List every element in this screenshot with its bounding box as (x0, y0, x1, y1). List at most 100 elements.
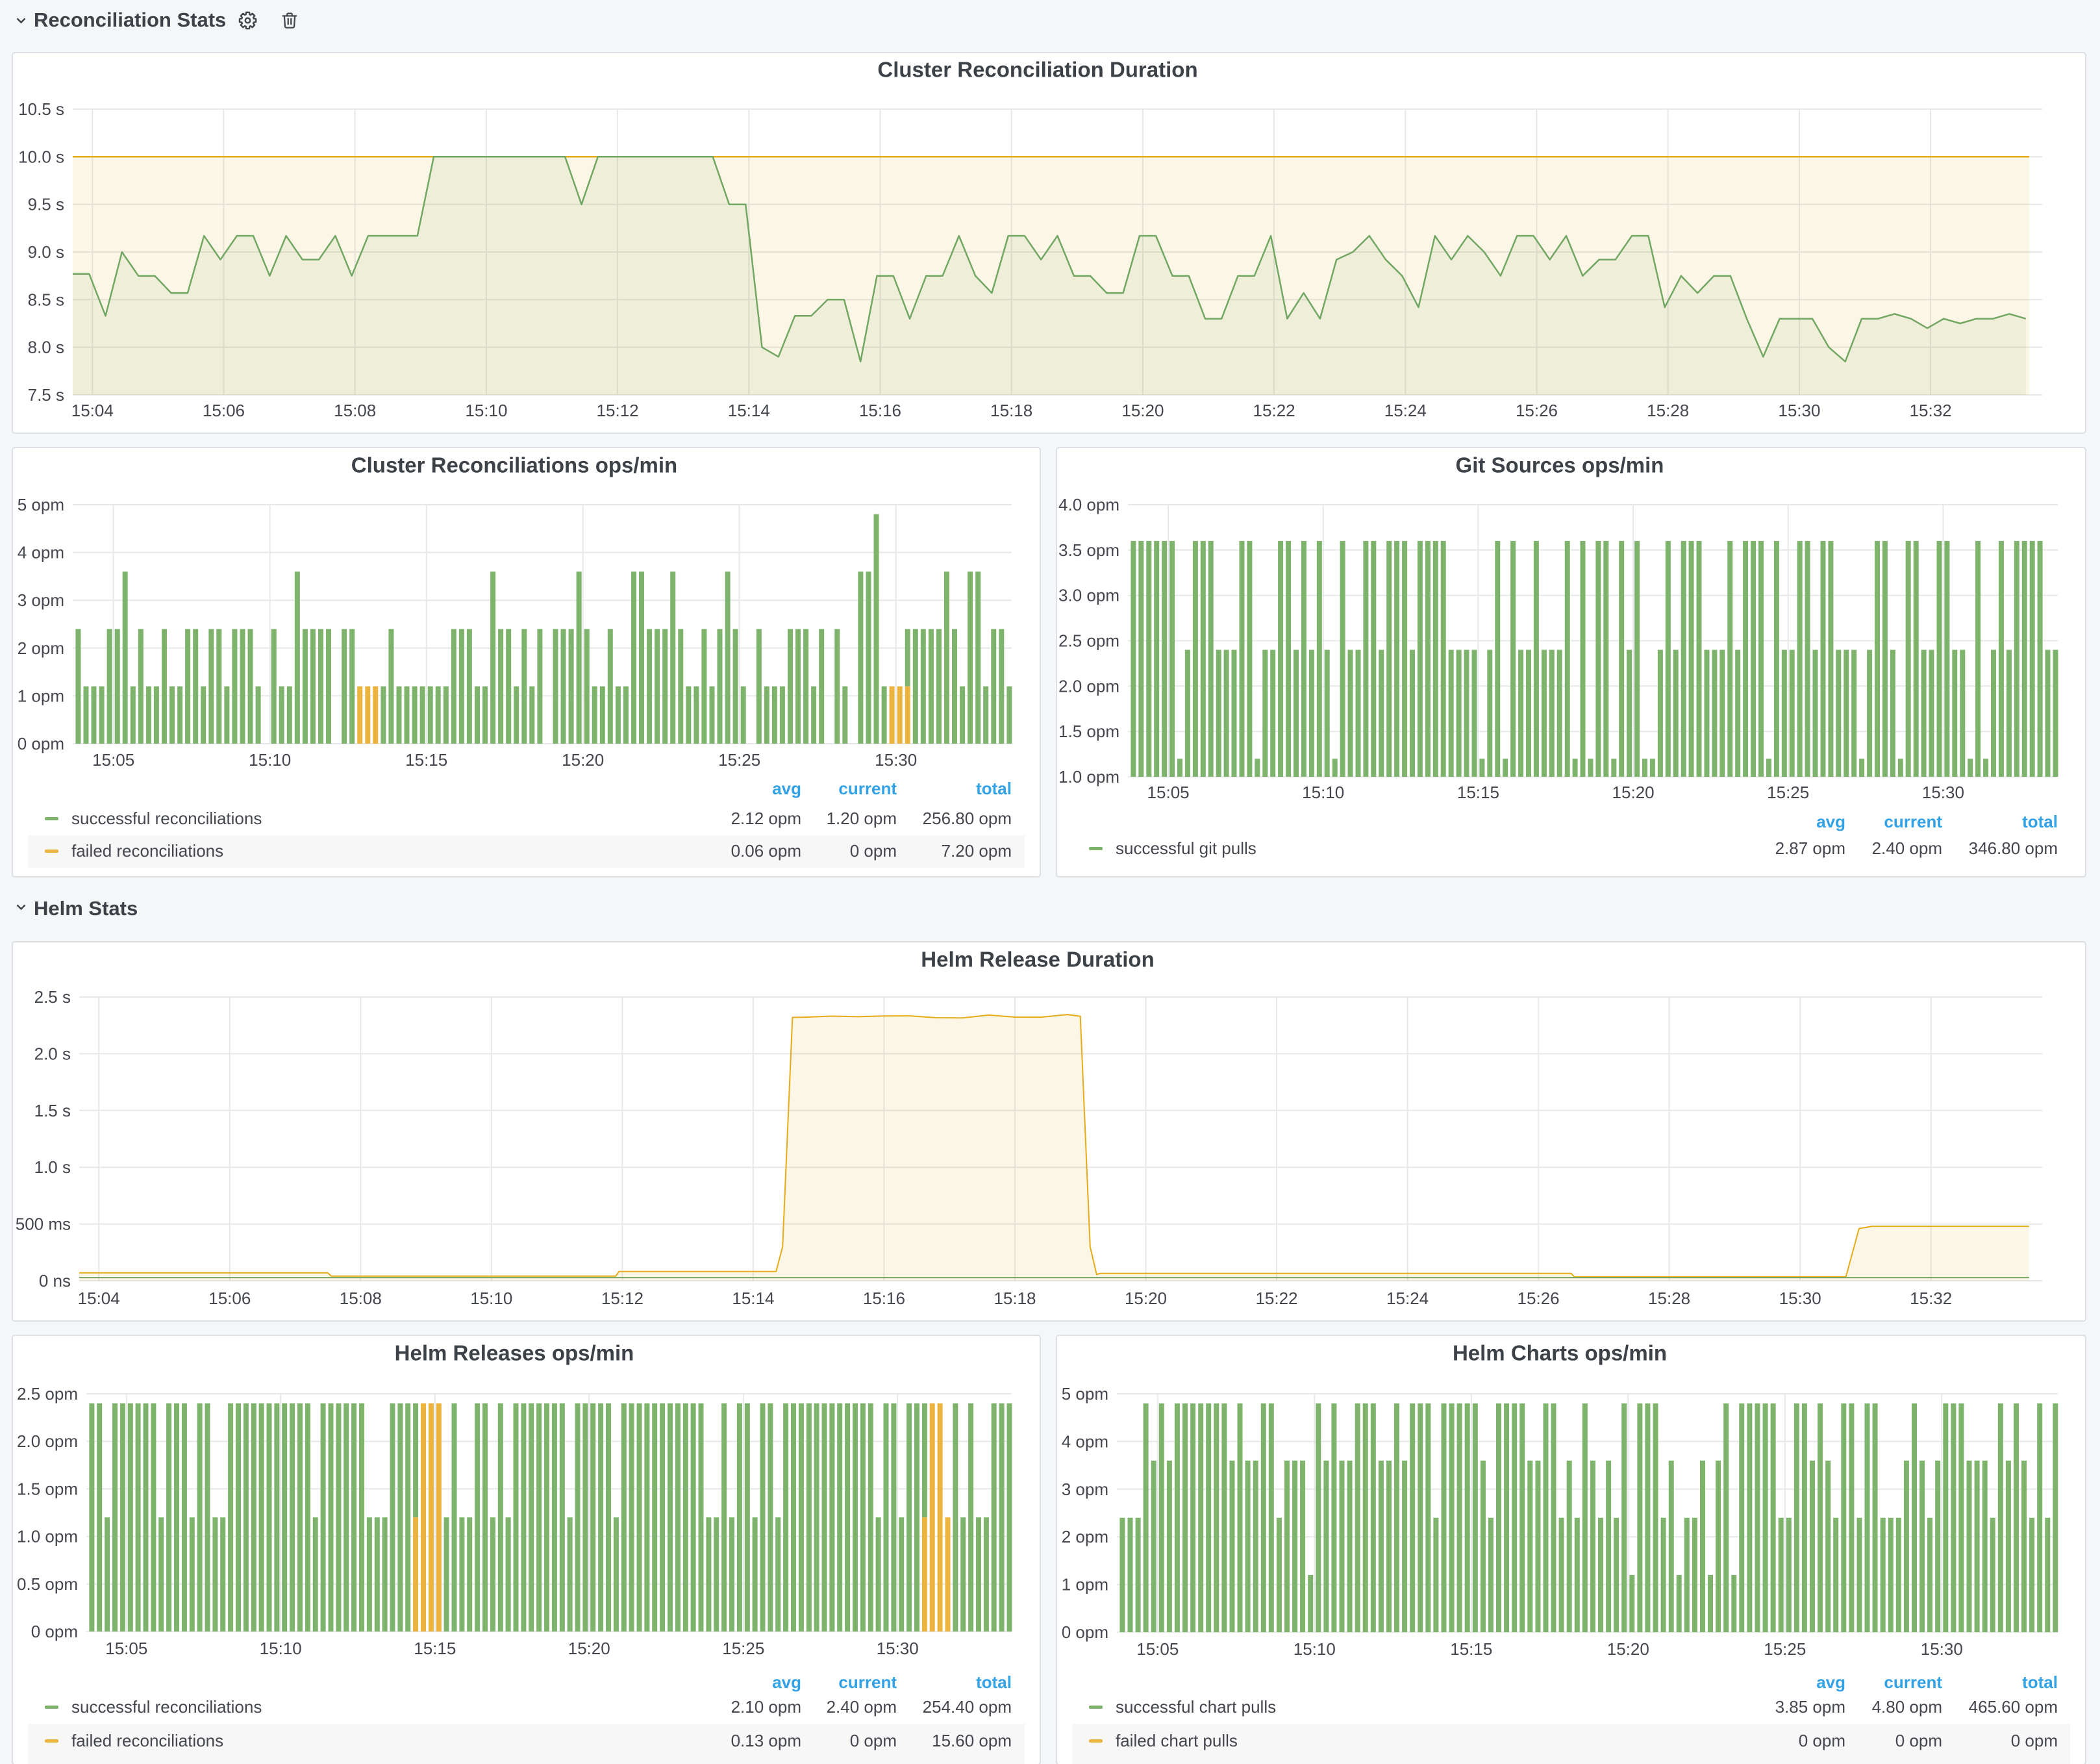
svg-text:15:10: 15:10 (465, 401, 507, 420)
svg-text:1 opm: 1 opm (1062, 1575, 1108, 1594)
svg-text:15:32: 15:32 (1910, 1289, 1952, 1308)
svg-text:4 opm: 4 opm (18, 543, 64, 562)
svg-text:15:16: 15:16 (863, 1289, 905, 1308)
svg-text:1.0 opm: 1.0 opm (17, 1527, 78, 1546)
svg-text:failed chart pulls: failed chart pulls (1116, 1731, 1238, 1750)
svg-text:15:14: 15:14 (732, 1289, 774, 1308)
svg-text:successful chart pulls: successful chart pulls (1116, 1697, 1276, 1717)
svg-text:successful reconciliations: successful reconciliations (71, 1697, 262, 1717)
svg-text:15:10: 15:10 (249, 750, 291, 770)
svg-text:Helm Releases ops/min: Helm Releases ops/min (395, 1341, 634, 1365)
svg-text:15:15: 15:15 (1457, 783, 1499, 802)
svg-text:successful reconciliations: successful reconciliations (71, 809, 262, 828)
svg-text:5 opm: 5 opm (18, 495, 64, 514)
svg-text:3.0 opm: 3.0 opm (1058, 586, 1119, 605)
svg-text:15:25: 15:25 (1767, 783, 1809, 802)
svg-text:15:05: 15:05 (92, 750, 134, 770)
svg-text:2.12 opm: 2.12 opm (731, 809, 801, 828)
svg-text:current: current (1884, 1672, 1942, 1692)
svg-text:successful git pulls: successful git pulls (1116, 838, 1256, 858)
svg-text:4.80 opm: 4.80 opm (1872, 1697, 1942, 1717)
svg-text:3 opm: 3 opm (1062, 1480, 1108, 1499)
svg-text:15:12: 15:12 (597, 401, 639, 420)
svg-text:0 opm: 0 opm (2011, 1731, 2058, 1750)
svg-text:15:30: 15:30 (1922, 783, 1964, 802)
svg-text:failed reconciliations: failed reconciliations (71, 1731, 223, 1750)
svg-text:15:25: 15:25 (718, 750, 760, 770)
svg-text:9.5 s: 9.5 s (28, 195, 64, 214)
svg-text:0.06 opm: 0.06 opm (731, 841, 801, 861)
svg-text:Git Sources ops/min: Git Sources ops/min (1456, 453, 1664, 477)
svg-text:4 opm: 4 opm (1062, 1431, 1108, 1451)
svg-text:15:25: 15:25 (722, 1639, 764, 1658)
svg-text:10.5 s: 10.5 s (18, 99, 64, 119)
svg-text:15:16: 15:16 (859, 401, 901, 420)
svg-text:15:20: 15:20 (1121, 401, 1164, 420)
svg-text:0 opm: 0 opm (18, 734, 64, 753)
svg-text:15:10: 15:10 (260, 1639, 302, 1658)
svg-text:15:25: 15:25 (1764, 1639, 1806, 1659)
svg-text:15:30: 15:30 (1779, 1289, 1821, 1308)
svg-text:2.5 opm: 2.5 opm (1058, 631, 1119, 651)
svg-text:15:20: 15:20 (1612, 783, 1655, 802)
svg-text:total: total (2022, 812, 2058, 831)
svg-text:1.5 opm: 1.5 opm (1058, 722, 1119, 741)
svg-text:15:30: 15:30 (875, 750, 917, 770)
svg-text:346.80 opm: 346.80 opm (1969, 838, 2058, 858)
svg-text:15:30: 15:30 (1778, 401, 1820, 420)
svg-text:0 ns: 0 ns (39, 1271, 71, 1291)
svg-text:0 opm: 0 opm (31, 1622, 78, 1641)
svg-text:1.0 s: 1.0 s (34, 1157, 71, 1177)
svg-text:465.60 opm: 465.60 opm (1969, 1697, 2058, 1717)
svg-text:5 opm: 5 opm (1062, 1384, 1108, 1404)
svg-text:Helm Release Duration: Helm Release Duration (921, 948, 1154, 972)
svg-text:1.5 opm: 1.5 opm (17, 1479, 78, 1498)
svg-text:total: total (976, 779, 1012, 798)
svg-text:8.5 s: 8.5 s (28, 290, 64, 309)
svg-text:Cluster Reconciliation Duratio: Cluster Reconciliation Duration (877, 58, 1197, 82)
svg-text:15.60 opm: 15.60 opm (932, 1731, 1012, 1750)
svg-text:0 opm: 0 opm (1799, 1731, 1845, 1750)
svg-text:avg: avg (1816, 1672, 1845, 1692)
svg-text:15:28: 15:28 (1647, 401, 1689, 420)
svg-text:2.40 opm: 2.40 opm (1872, 838, 1942, 858)
svg-text:15:24: 15:24 (1384, 401, 1427, 420)
svg-text:15:10: 15:10 (470, 1289, 512, 1308)
svg-text:total: total (2022, 1672, 2058, 1692)
svg-text:current: current (838, 779, 897, 798)
svg-text:0 opm: 0 opm (850, 1731, 897, 1750)
svg-text:2.10 opm: 2.10 opm (731, 1697, 801, 1717)
svg-text:3 opm: 3 opm (18, 590, 64, 610)
svg-text:0.13 opm: 0.13 opm (731, 1731, 801, 1750)
svg-text:15:20: 15:20 (568, 1639, 610, 1658)
svg-text:2.0 opm: 2.0 opm (17, 1431, 78, 1451)
svg-text:2.0 s: 2.0 s (34, 1044, 71, 1063)
svg-text:15:30: 15:30 (877, 1639, 919, 1658)
svg-text:3.5 opm: 3.5 opm (1058, 540, 1119, 560)
svg-text:7.20 opm: 7.20 opm (942, 841, 1012, 861)
svg-text:15:20: 15:20 (1125, 1289, 1167, 1308)
svg-text:15:04: 15:04 (78, 1289, 120, 1308)
svg-text:15:06: 15:06 (203, 401, 245, 420)
svg-text:avg: avg (1816, 812, 1845, 831)
svg-text:15:26: 15:26 (1516, 401, 1558, 420)
svg-text:15:04: 15:04 (71, 401, 114, 420)
svg-text:7.5 s: 7.5 s (28, 385, 64, 405)
svg-text:15:28: 15:28 (1648, 1289, 1690, 1308)
svg-text:2 opm: 2 opm (1062, 1527, 1108, 1546)
svg-text:1.0 opm: 1.0 opm (1058, 767, 1119, 787)
svg-text:failed reconciliations: failed reconciliations (71, 841, 223, 861)
svg-text:15:26: 15:26 (1518, 1289, 1560, 1308)
svg-text:15:10: 15:10 (1294, 1639, 1336, 1659)
svg-text:2.40 opm: 2.40 opm (827, 1697, 897, 1717)
svg-text:15:05: 15:05 (1136, 1639, 1179, 1659)
svg-text:0 opm: 0 opm (1895, 1731, 1942, 1750)
svg-text:15:05: 15:05 (105, 1639, 147, 1658)
svg-text:avg: avg (772, 1672, 801, 1692)
svg-text:15:20: 15:20 (1607, 1639, 1649, 1659)
svg-text:2.87 opm: 2.87 opm (1775, 838, 1845, 858)
svg-text:15:10: 15:10 (1302, 783, 1344, 802)
svg-text:2.5 opm: 2.5 opm (17, 1384, 78, 1404)
svg-text:15:18: 15:18 (994, 1289, 1036, 1308)
svg-text:15:05: 15:05 (1147, 783, 1190, 802)
